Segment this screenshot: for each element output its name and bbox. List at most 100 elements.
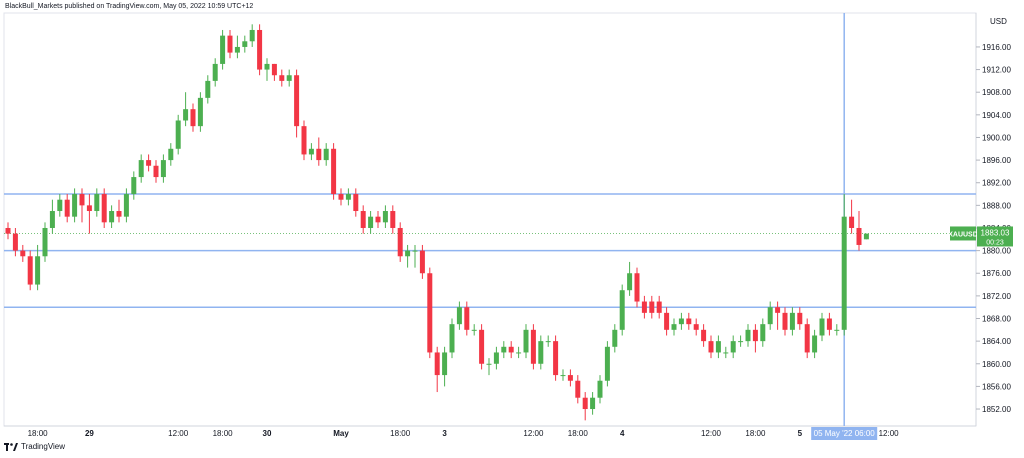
candle-body — [678, 318, 684, 325]
y-tick-label: 1912.00 — [982, 66, 1011, 75]
candle-body — [612, 329, 618, 347]
candle-body — [745, 329, 751, 342]
y-tick-label: 1852.00 — [982, 405, 1011, 414]
candle-body — [641, 301, 647, 313]
currency-label: USD — [990, 17, 1007, 26]
candle-body — [812, 335, 818, 353]
candle-body — [227, 35, 233, 53]
candle-body — [308, 148, 314, 155]
candle-body — [760, 324, 766, 342]
candle-body — [664, 312, 670, 330]
candle-body — [804, 324, 810, 353]
candle-body — [212, 63, 218, 81]
x-tick-label: 3 — [442, 429, 447, 438]
candle-body — [257, 29, 263, 70]
y-tick-label: 1900.00 — [982, 133, 1011, 142]
x-tick-label: 30 — [263, 429, 272, 438]
candle-body — [501, 346, 507, 353]
candle-body — [242, 41, 248, 47]
candle-body — [671, 324, 677, 330]
candle-body — [567, 375, 573, 381]
candle-body — [279, 75, 285, 81]
countdown-label: 00:23 — [986, 239, 1004, 246]
crosshair-time-badge — [811, 427, 878, 440]
candle-body — [271, 63, 277, 76]
candle-body — [27, 256, 33, 285]
candle-body — [323, 148, 329, 161]
candle-body — [57, 199, 63, 212]
y-tick-label: 1868.00 — [982, 315, 1011, 324]
published-caption: BlackBull_Markets published on TradingVi… — [5, 3, 254, 10]
candle-body — [168, 148, 174, 161]
y-tick-label: 1904.00 — [982, 111, 1011, 120]
candle-body — [234, 46, 240, 53]
candle-body — [35, 256, 41, 285]
candle-body — [553, 341, 559, 376]
candle-body — [715, 341, 721, 353]
candle-body — [590, 397, 596, 410]
candle-body — [79, 194, 85, 206]
candle-body — [197, 97, 203, 127]
candle-body — [412, 250, 418, 252]
candle-body — [752, 329, 758, 342]
candle-body — [634, 273, 640, 302]
candle-body — [190, 109, 196, 127]
candle-body — [708, 341, 714, 353]
x-tick-label: 18:00 — [745, 429, 766, 438]
x-tick-label: 5 — [798, 429, 803, 438]
candle-body — [686, 318, 692, 325]
candle-body — [116, 211, 122, 217]
candle-body — [479, 329, 485, 364]
candle-body — [656, 301, 662, 313]
last-price-badge — [977, 226, 1013, 247]
tradingview-logo-icon — [4, 442, 18, 451]
candle-body — [863, 233, 869, 240]
y-tick-label: 1892.00 — [982, 179, 1011, 188]
candle-body — [360, 211, 366, 228]
candle-body — [604, 346, 610, 381]
last-price-label: 1883.03 — [981, 228, 1010, 237]
tradingview-footer: TradingView — [4, 442, 65, 451]
candle-body — [64, 199, 70, 217]
candle-body — [345, 194, 351, 200]
candle-body — [693, 324, 699, 330]
candle-body — [834, 329, 840, 331]
x-tick-label: 18:00 — [390, 429, 411, 438]
crosshair-time-label: 05 May '22 06:00 — [814, 429, 876, 438]
x-tick-label: 29 — [85, 429, 94, 438]
candle-body — [449, 324, 455, 353]
candle-body — [12, 233, 18, 251]
candle-body — [205, 80, 211, 98]
x-tick-label: 12:00 — [879, 429, 900, 438]
candle-body — [575, 380, 581, 398]
candle-body — [153, 165, 159, 178]
symbol-badge — [950, 226, 976, 241]
candle-body — [390, 211, 396, 228]
candle-body — [723, 352, 729, 354]
candle-body — [819, 318, 825, 336]
candle-body — [849, 216, 855, 228]
candle-body — [789, 312, 795, 330]
candle-body — [775, 307, 781, 313]
candle-body — [286, 75, 292, 81]
y-tick-label: 1872.00 — [982, 292, 1011, 301]
candle-body — [160, 160, 166, 178]
y-tick-label: 1860.00 — [982, 360, 1011, 369]
candle-body — [538, 341, 544, 364]
candle-body — [427, 273, 433, 353]
candle-body — [597, 380, 603, 398]
candle-body — [782, 312, 788, 330]
y-tick-label: 1876.00 — [982, 269, 1011, 278]
candle-body — [508, 346, 514, 353]
x-tick-label: May — [333, 429, 349, 438]
candle-body — [841, 216, 847, 330]
candle-body — [123, 194, 129, 217]
candle-body — [249, 29, 255, 42]
candle-body — [42, 227, 48, 257]
candle-body — [405, 250, 411, 257]
candle-body — [264, 63, 270, 70]
candle-body — [294, 75, 300, 127]
candle-body — [382, 211, 388, 223]
candle-body — [738, 341, 744, 343]
